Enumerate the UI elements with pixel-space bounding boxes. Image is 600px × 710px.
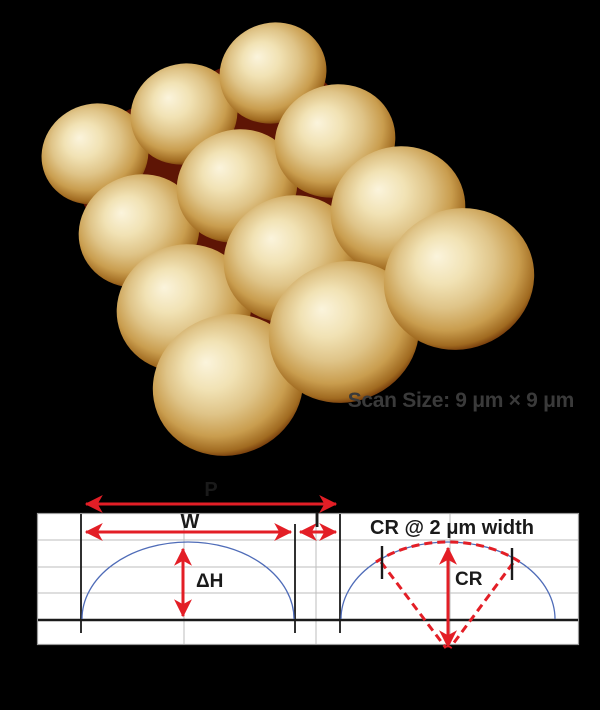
microlens-dome-array bbox=[41, 22, 535, 456]
left-dome-profile bbox=[81, 541, 295, 620]
afm-dome bbox=[152, 314, 304, 456]
cr-construction bbox=[375, 540, 521, 649]
pitch-label: P bbox=[204, 479, 217, 501]
interstice-label: I bbox=[314, 510, 320, 532]
cr-cone-left bbox=[379, 561, 448, 649]
delta-h-label: ΔH bbox=[196, 571, 223, 592]
afm-dome bbox=[383, 208, 535, 350]
right-dome-profile bbox=[340, 541, 556, 620]
scan-size-label: Scan Size: 9 μm × 9 μm bbox=[347, 389, 575, 412]
afm-3d-image bbox=[41, 22, 535, 456]
width-tick-marks bbox=[380, 546, 514, 580]
afm-dome bbox=[268, 261, 420, 403]
boundary-lines bbox=[80, 514, 341, 633]
profile-diagram: P W I ΔH CR @ 2 μm width CR bbox=[36, 479, 580, 649]
cr-cone-right bbox=[448, 562, 515, 649]
cr-label: CR bbox=[455, 569, 483, 590]
dimension-arrows bbox=[84, 495, 457, 649]
cr-dashed-arc bbox=[375, 540, 521, 564]
cr-heading-label: CR @ 2 μm width bbox=[370, 517, 534, 539]
width-label: W bbox=[181, 511, 200, 533]
